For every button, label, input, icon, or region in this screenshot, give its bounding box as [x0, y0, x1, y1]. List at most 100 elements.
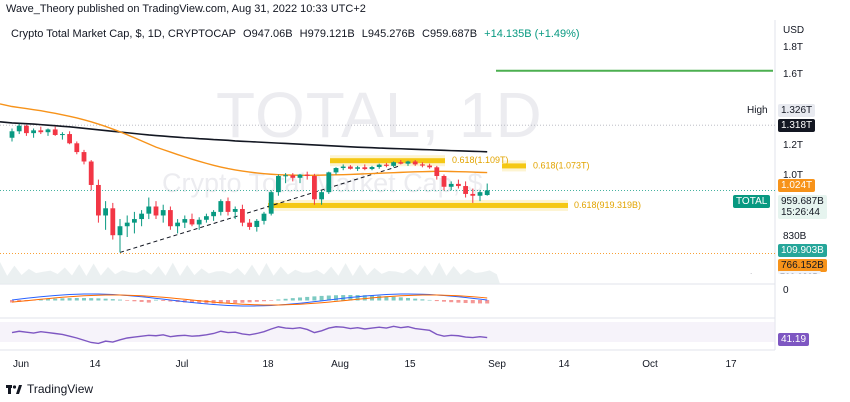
candle-body	[283, 175, 288, 177]
macd-histogram-bar	[334, 295, 338, 301]
price-chart[interactable]: 0.618(1.109T) 0.618(1.073T) 0.618(919.319B…	[0, 0, 850, 380]
candle-body	[67, 134, 72, 144]
macd-histogram-bar	[406, 297, 410, 301]
symbol-name: Crypto Total Market Cap, $, 1D, CRYPTOCA…	[11, 28, 236, 40]
candle-body	[420, 164, 425, 166]
tradingview-logo[interactable]: TradingView	[6, 382, 93, 396]
volume-area	[0, 262, 500, 284]
macd-histogram-bar	[118, 299, 122, 301]
candle-body	[38, 130, 44, 133]
candle-body	[45, 129, 51, 133]
y-axis-tick-label: 830B	[783, 231, 807, 242]
candle-body	[384, 164, 389, 166]
macd-histogram-bar	[355, 295, 360, 301]
x-axis-tick-label: 15	[404, 359, 416, 370]
macd-histogram-bar	[262, 300, 266, 302]
candle-body	[16, 125, 22, 132]
macd-histogram-bar	[254, 300, 259, 302]
ma50-line	[0, 103, 488, 176]
macd-histogram-bar	[53, 298, 58, 301]
candle-body	[196, 219, 202, 225]
candle-body	[124, 222, 130, 227]
candle-body	[405, 161, 411, 164]
macd-histogram-bar	[298, 297, 302, 301]
macd-histogram-bar	[60, 298, 65, 301]
candle-body	[247, 222, 252, 227]
y-axis-tick-label: 1.0T	[783, 170, 803, 181]
marker-value-tag: 1.318T	[778, 119, 816, 132]
macd-histogram-bar	[103, 298, 108, 301]
candle-body	[484, 190, 490, 196]
y-axis-tick-label: USD	[783, 25, 804, 36]
x-axis-tick-label: Oct	[642, 359, 658, 370]
macd-histogram-bar	[168, 300, 173, 302]
macd-histogram-bar	[82, 298, 86, 301]
candle-body	[261, 213, 267, 221]
macd-signal-line	[11, 294, 488, 306]
candle-body	[434, 167, 440, 176]
fib-zone	[330, 158, 445, 164]
macd-histogram-bar	[46, 299, 50, 301]
fib-zone	[502, 163, 526, 169]
candle-body	[60, 134, 65, 136]
candle-body	[52, 129, 58, 135]
macd-histogram-bar	[233, 300, 238, 304]
fib-zone	[268, 202, 568, 208]
macd-histogram-bar	[146, 300, 151, 303]
x-axis-tick-label: Jun	[13, 359, 29, 370]
candle-body	[268, 192, 274, 214]
fib-label: 0.618(919.319B)	[574, 200, 641, 210]
macd-histogram-bar	[463, 300, 468, 304]
macd-histogram-bar	[413, 298, 418, 301]
watermark-symbol: TOTAL, 1D	[216, 79, 543, 151]
macd-histogram-bar	[226, 300, 230, 304]
ohlc-open: O947.06B	[243, 28, 293, 40]
candle-body	[477, 192, 483, 196]
candle-body	[448, 183, 454, 187]
macd-histogram-bar	[319, 295, 324, 301]
candle-body	[312, 176, 317, 200]
macd-histogram-bar	[247, 300, 252, 303]
macd-line	[11, 293, 488, 307]
candle-body	[225, 201, 231, 212]
symbol-tag: TOTAL	[733, 195, 771, 208]
candle-body	[146, 206, 152, 214]
candle-body	[297, 174, 303, 178]
candle-body	[254, 220, 260, 227]
candle-body	[96, 184, 101, 216]
candle-body	[74, 143, 80, 153]
candle-body	[88, 161, 94, 185]
candle-body	[290, 175, 296, 178]
x-axis-tick-label: 14	[89, 359, 101, 370]
candle-body	[333, 168, 339, 173]
macd-histogram-bar	[442, 300, 446, 302]
macd-histogram-bar	[276, 299, 281, 301]
macd-histogram-bar	[139, 300, 144, 302]
macd-histogram-bar	[197, 300, 202, 304]
macd-histogram-bar	[485, 300, 490, 304]
candle-body	[31, 130, 36, 134]
candle-body	[81, 152, 87, 162]
macd-histogram-bar	[240, 300, 245, 303]
rsi-line	[11, 325, 488, 345]
macd-histogram-bar	[377, 295, 382, 301]
candle-body	[369, 167, 375, 170]
macd-histogram-bar	[290, 298, 295, 301]
y-axis-tick-label: 1.2T	[783, 140, 803, 151]
bar-countdown: 15:26:44	[781, 207, 820, 218]
candle-body	[103, 208, 108, 216]
ohlc-close: C959.687B	[422, 28, 478, 40]
candle-body	[9, 131, 15, 138]
candle-body	[182, 219, 188, 223]
candle-body	[110, 208, 116, 236]
candle-body	[139, 213, 144, 220]
candle-body	[340, 166, 346, 169]
candle-body	[204, 216, 209, 220]
publisher-line: Wave_Theory published on TradingView.com…	[6, 3, 366, 15]
candle-body	[24, 125, 29, 134]
candle-body	[232, 209, 238, 212]
symbol-info: Crypto Total Market Cap, $, 1D, CRYPTOCA…	[11, 28, 584, 40]
x-axis-tick-label: Jul	[176, 359, 189, 370]
candle-body	[153, 206, 159, 216]
macd-histogram-bar	[269, 300, 274, 301]
